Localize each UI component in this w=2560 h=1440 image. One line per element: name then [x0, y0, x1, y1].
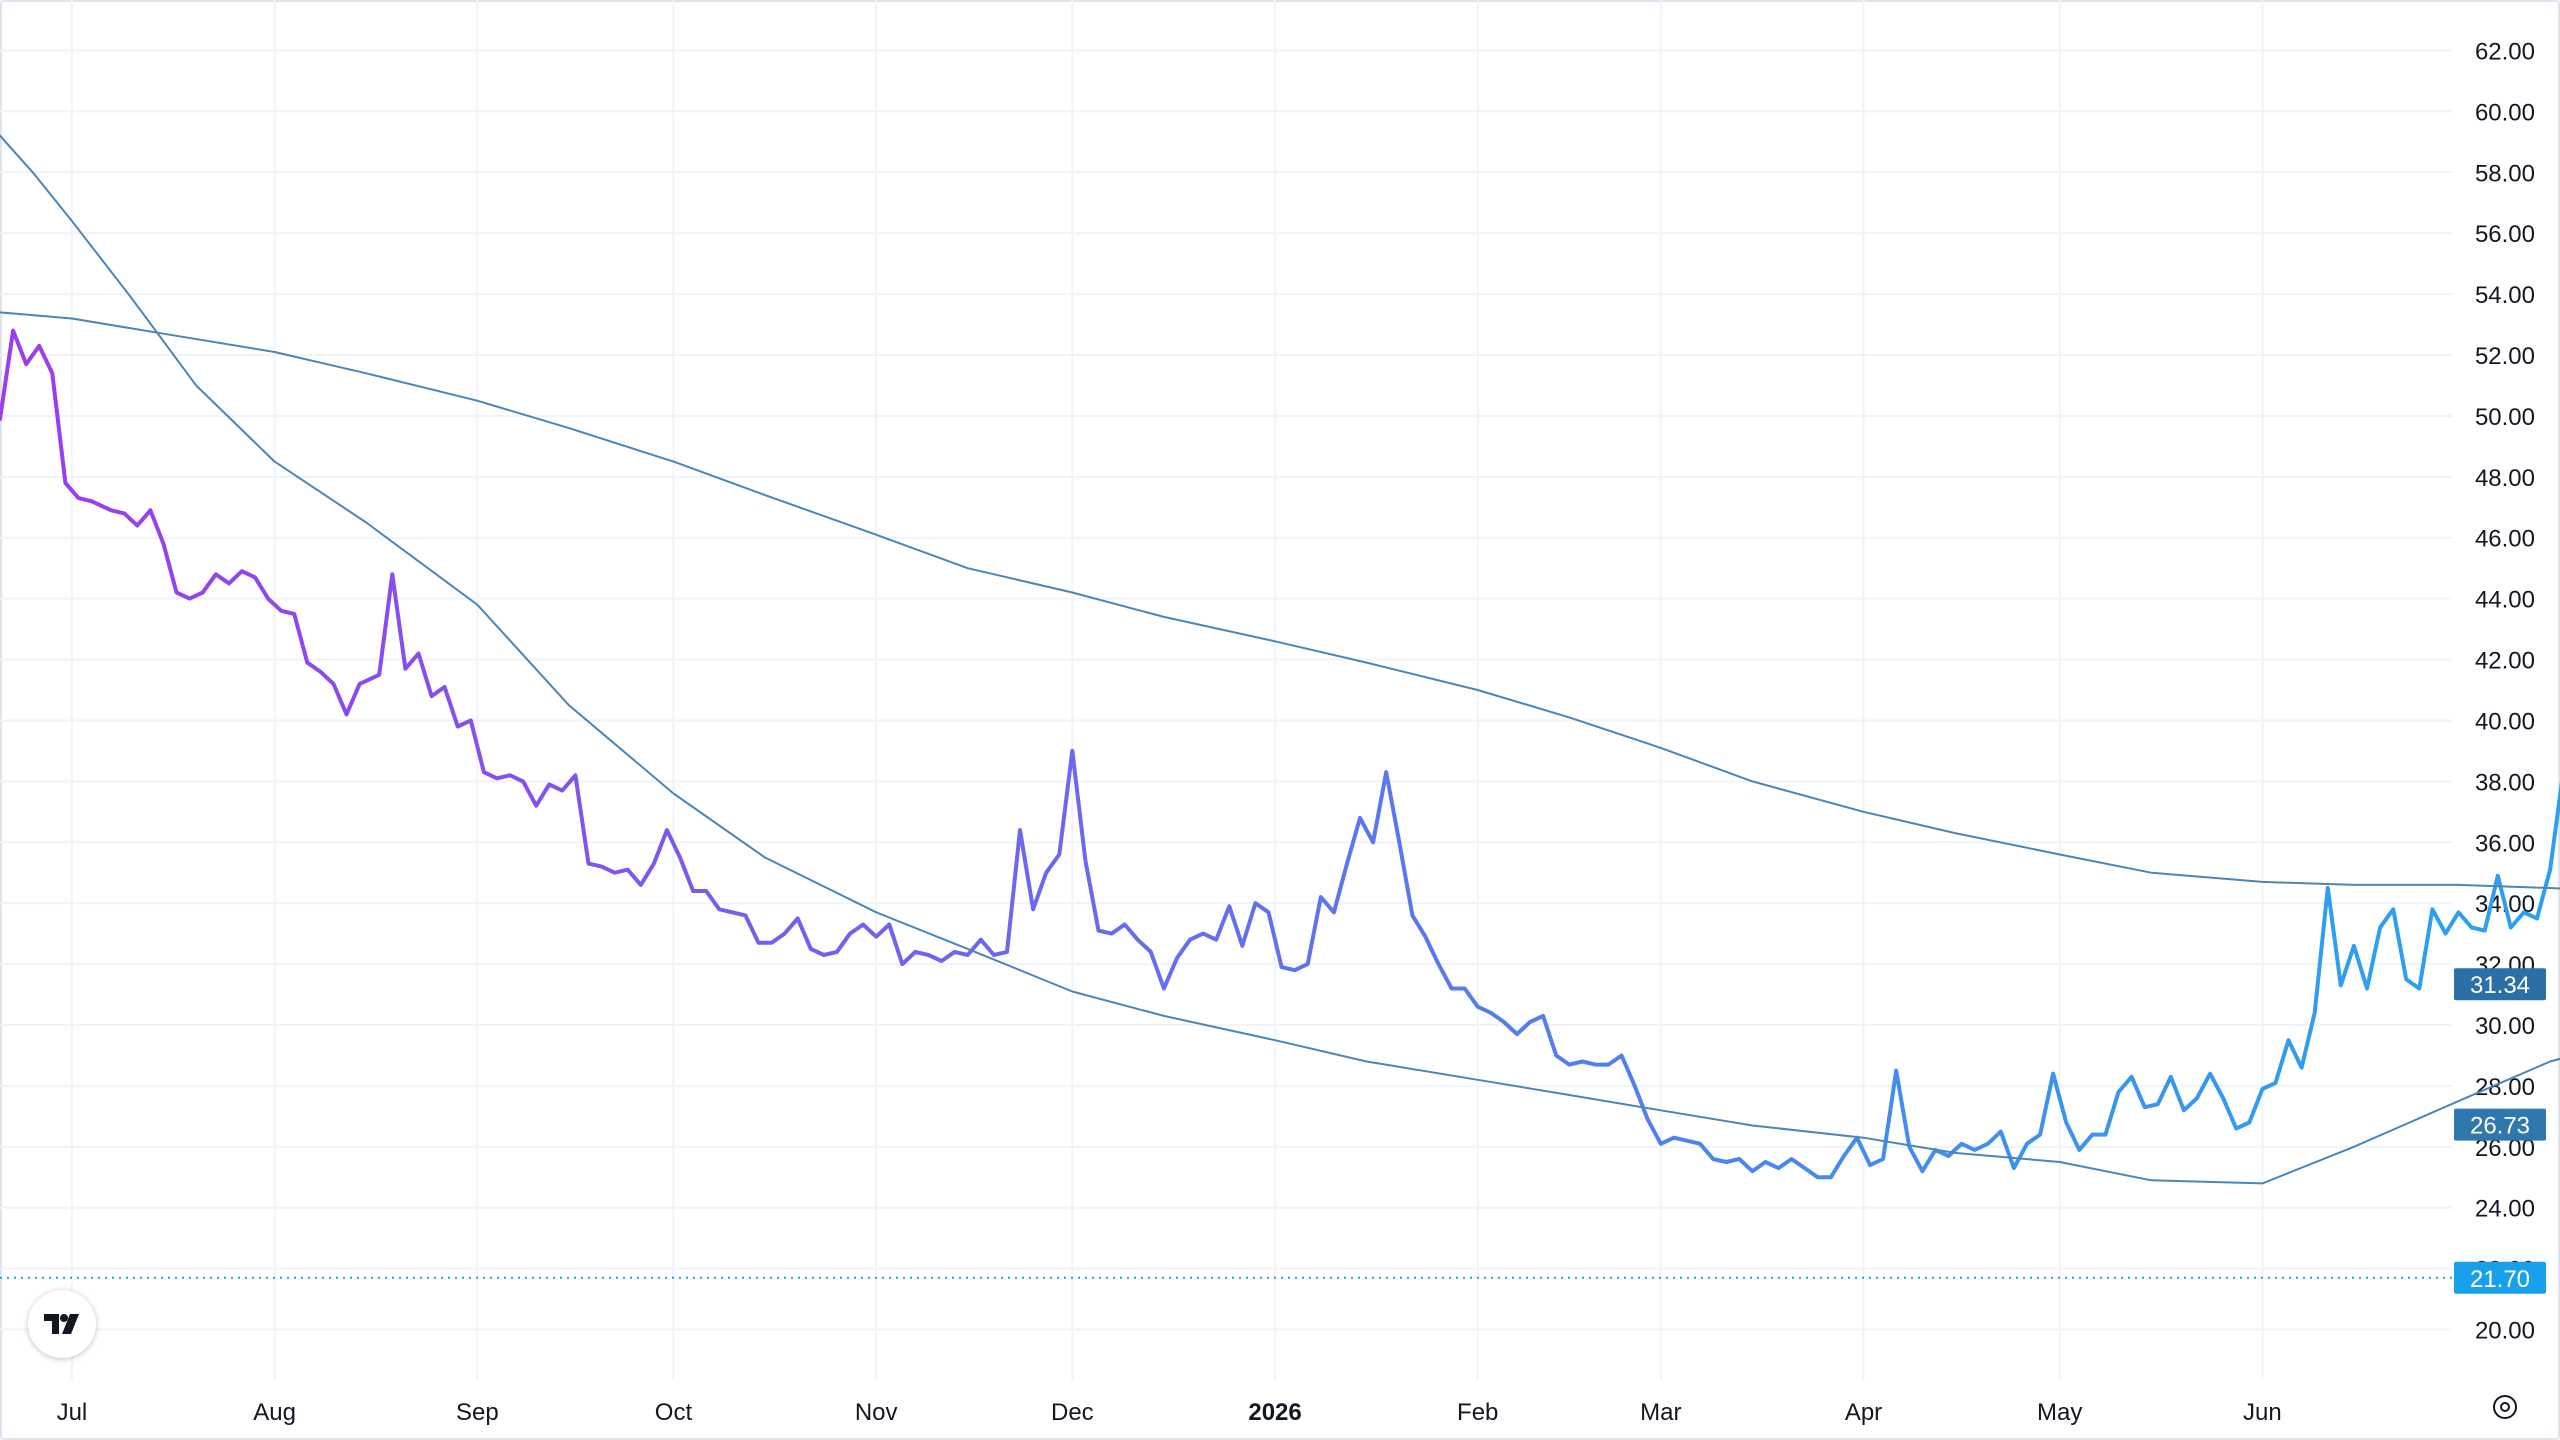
- gear-icon: [2493, 1395, 2517, 1419]
- y-tick-label: 42.00: [2475, 648, 2535, 675]
- price-tag-bg: [2454, 968, 2546, 1001]
- y-tick-label: 60.00: [2475, 99, 2535, 126]
- x-tick-label: Aug: [253, 1399, 296, 1426]
- x-tick-label: May: [2037, 1399, 2082, 1426]
- y-tick-label: 36.00: [2475, 830, 2535, 857]
- y-tick-label: 46.00: [2475, 526, 2535, 553]
- x-tick-label: Feb: [1457, 1399, 1498, 1426]
- y-tick-label: 20.00: [2475, 1318, 2535, 1345]
- x-axis: Jul Aug Sep Oct Nov Dec 2026 Feb Mar Apr May Jun: [57, 1399, 2282, 1426]
- x-tick-label: 2026: [1248, 1399, 1301, 1426]
- price-tag-value: 31.34: [2470, 972, 2530, 999]
- y-tick-label: 30.00: [2475, 1013, 2535, 1040]
- price-tag-bg: [2454, 1261, 2546, 1294]
- x-tick-label: Jul: [57, 1399, 88, 1426]
- y-tick-label: 54.00: [2475, 282, 2535, 309]
- price-tag: 26.73: [2454, 1108, 2546, 1141]
- y-tick-label: 28.00: [2475, 1074, 2535, 1101]
- tv-logo-icon: [44, 1314, 79, 1334]
- y-tick-label: 48.00: [2475, 465, 2535, 492]
- price-tag: 31.34: [2454, 968, 2546, 1001]
- series-line-ma-fast[interactable]: [0, 134, 2560, 1185]
- price-labels: 31.34 26.73 21.70: [2454, 968, 2546, 1294]
- price-tag-value: 26.73: [2470, 1113, 2530, 1140]
- y-tick-label: 38.00: [2475, 769, 2535, 796]
- y-tick-label: 58.00: [2475, 160, 2535, 187]
- x-tick-label: Sep: [456, 1399, 499, 1426]
- y-tick-label: 56.00: [2475, 221, 2535, 248]
- y-tick-label: 40.00: [2475, 708, 2535, 735]
- y-tick-label: 62.00: [2475, 38, 2535, 65]
- y-axis: 62.00 60.00 58.00 56.00 54.00 52.00 50.00 48.00…: [2475, 38, 2535, 1344]
- x-tick-label: Apr: [1845, 1399, 1882, 1426]
- x-tick-label: Mar: [1640, 1399, 1681, 1426]
- x-tick-label: Oct: [655, 1399, 693, 1426]
- y-tick-label: 24.00: [2475, 1196, 2535, 1223]
- tradingview-logo[interactable]: [28, 1290, 96, 1358]
- series-line-ma-slow[interactable]: [0, 311, 2560, 984]
- price-tag: 21.70: [2454, 1261, 2546, 1294]
- series-layer: [0, 134, 2560, 1279]
- series-line-price[interactable]: [0, 328, 2560, 1278]
- y-tick-label: 52.00: [2475, 343, 2535, 370]
- x-tick-label: Nov: [855, 1399, 898, 1426]
- grid-lines: [0, 0, 2452, 1380]
- x-tick-label: Dec: [1051, 1399, 1094, 1426]
- price-tag-bg: [2454, 1108, 2546, 1141]
- settings-icon[interactable]: [2490, 1392, 2520, 1422]
- y-tick-label: 50.00: [2475, 404, 2535, 431]
- price-tag-value: 21.70: [2470, 1266, 2530, 1293]
- y-tick-label: 44.00: [2475, 587, 2535, 614]
- x-tick-label: Jun: [2243, 1399, 2282, 1426]
